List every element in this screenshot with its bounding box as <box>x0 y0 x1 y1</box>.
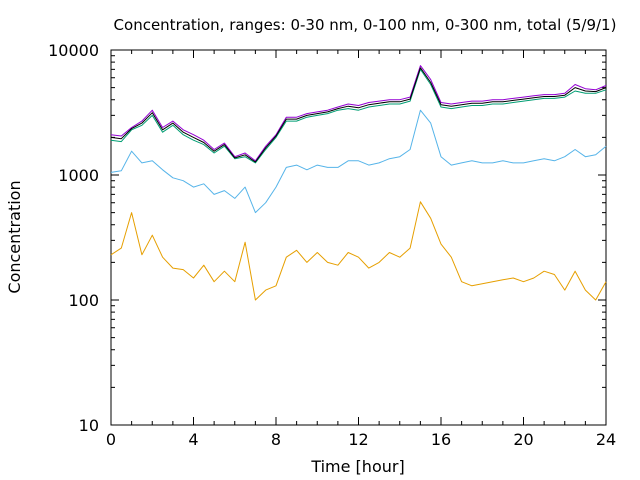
x-tick-label: 20 <box>513 430 533 449</box>
x-tick-label: 0 <box>106 430 116 449</box>
y-tick-label: 10 <box>79 416 99 435</box>
series-layer <box>110 65 607 301</box>
plot-area-frame <box>110 49 607 426</box>
chart-title: Concentration, ranges: 0-30 nm, 0-100 nm… <box>114 16 617 34</box>
y-axis: 10 100 1000 10000 <box>48 41 606 435</box>
x-tick-label: 16 <box>431 430 451 449</box>
y-tick-label: 100 <box>68 291 99 310</box>
x-tick-label: 12 <box>348 430 368 449</box>
y-axis-label: Concentration <box>5 180 24 293</box>
x-tick-label: 24 <box>596 430 616 449</box>
x-tick-label: 4 <box>188 430 198 449</box>
series-line-4 <box>110 65 607 162</box>
x-axis: 0 4 8 12 16 20 24 <box>106 50 616 449</box>
y-tick-label: 1000 <box>58 166 99 185</box>
series-line-2 <box>110 109 607 214</box>
y-tick-label: 10000 <box>48 41 99 60</box>
series-line-3 <box>110 68 607 164</box>
series-line-5 <box>110 67 607 163</box>
x-axis-label: Time [hour] <box>310 457 404 476</box>
series-line-1 <box>110 201 607 301</box>
x-tick-label: 8 <box>271 430 281 449</box>
